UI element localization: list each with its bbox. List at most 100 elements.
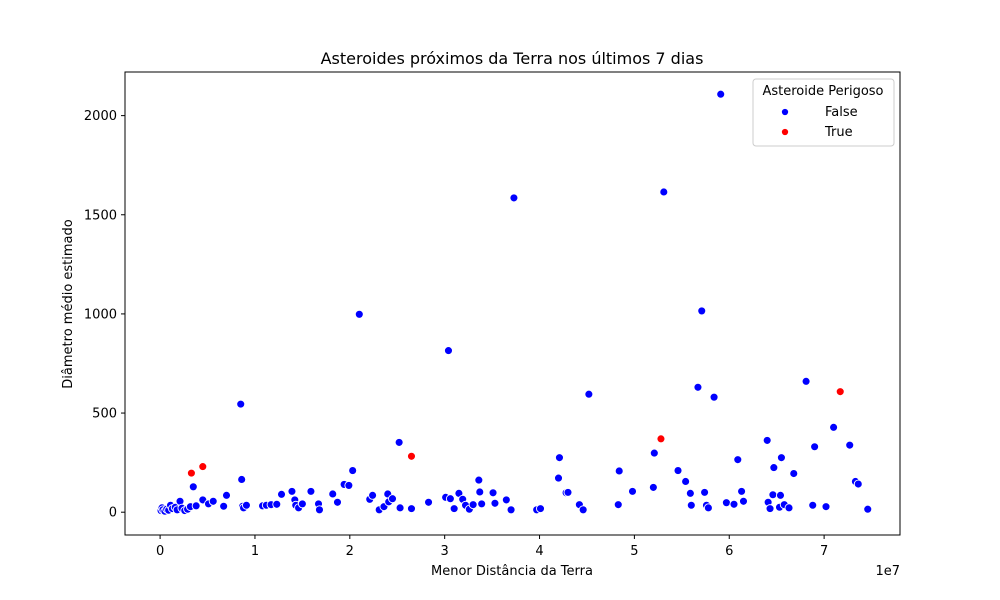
data-point-false <box>810 442 820 452</box>
data-point-false <box>789 469 799 478</box>
data-point-false <box>407 504 416 514</box>
y-tick-label: 1500 <box>84 208 117 223</box>
data-point-false <box>555 453 564 463</box>
data-point-false <box>488 488 498 498</box>
data-point-false <box>808 500 818 510</box>
data-point-false <box>395 503 405 513</box>
x-tick-label: 5 <box>630 544 638 559</box>
data-point-false <box>737 486 747 496</box>
data-point-false <box>700 487 710 497</box>
chart-title: Asteroides próximos da Terra nos últimos… <box>321 49 704 68</box>
data-point-false <box>277 489 286 499</box>
data-point-false <box>563 487 573 497</box>
data-point-false <box>829 422 839 432</box>
data-point-false <box>449 504 459 514</box>
data-point-false <box>328 489 338 499</box>
data-point-false <box>219 501 229 511</box>
data-point-false <box>721 498 731 508</box>
data-point-false <box>853 479 863 489</box>
data-point-false <box>584 389 594 399</box>
legend: Asteroide Perigoso False True <box>752 78 895 147</box>
data-point-false <box>501 495 511 505</box>
data-point-false <box>445 494 455 504</box>
data-point-false <box>709 392 719 402</box>
x-tick-label: 4 <box>535 544 543 559</box>
data-point-false <box>697 306 707 316</box>
data-point-false <box>685 488 695 498</box>
data-point-true <box>656 434 666 444</box>
y-tick-label: 500 <box>92 407 117 422</box>
x-offset-label: 1e7 <box>875 564 900 579</box>
data-point-false <box>354 309 364 319</box>
y-tick-label: 2000 <box>84 109 117 124</box>
data-point-false <box>388 494 397 504</box>
legend-marker-true <box>780 127 790 137</box>
data-point-false <box>222 490 231 500</box>
data-point-false <box>490 498 500 508</box>
data-point-false <box>344 480 354 490</box>
data-point-false <box>468 500 478 510</box>
data-point-false <box>394 437 404 447</box>
plot-area <box>125 72 900 535</box>
data-point-false <box>673 466 683 476</box>
data-point-false <box>768 490 778 500</box>
data-point-true <box>407 451 416 461</box>
data-point-false <box>769 463 779 473</box>
data-point-false <box>475 487 485 497</box>
data-point-false <box>424 497 433 507</box>
data-point-false <box>188 482 198 492</box>
data-point-false <box>762 435 772 445</box>
data-point-false <box>474 475 484 485</box>
y-axis-ticks: 0 500 1000 1500 2000 <box>84 109 125 521</box>
legend-label-false: False <box>825 105 858 120</box>
x-tick-label: 6 <box>725 544 733 559</box>
data-point-false <box>287 486 297 496</box>
data-point-false <box>614 466 624 476</box>
data-point-true <box>835 387 845 397</box>
legend-label-true: True <box>824 125 853 140</box>
data-point-false <box>739 496 748 506</box>
data-point-false <box>681 477 691 486</box>
legend-marker-false <box>780 107 790 117</box>
data-point-false <box>237 475 247 484</box>
data-point-false <box>628 486 637 496</box>
data-points <box>156 89 873 516</box>
data-point-false <box>297 499 307 509</box>
x-tick-label: 1 <box>251 544 259 559</box>
data-point-false <box>716 89 726 99</box>
data-point-true <box>186 468 196 478</box>
x-tick-label: 7 <box>820 544 828 559</box>
data-point-false <box>306 486 316 496</box>
data-point-false <box>477 499 487 509</box>
data-point-false <box>368 490 378 500</box>
data-point-false <box>765 504 775 514</box>
legend-box <box>752 78 895 147</box>
data-point-false <box>693 382 703 392</box>
data-point-false <box>659 187 669 197</box>
data-point-false <box>241 500 251 510</box>
y-axis-label: Diâmetro médio estimado <box>61 219 76 388</box>
data-point-false <box>506 505 516 515</box>
data-point-false <box>272 499 282 509</box>
data-point-false <box>333 497 342 507</box>
data-point-false <box>554 473 563 483</box>
data-point-false <box>784 503 794 513</box>
data-point-false <box>348 466 358 476</box>
data-point-false <box>509 193 519 203</box>
data-point-false <box>863 504 873 514</box>
data-point-false <box>733 455 743 465</box>
data-point-false <box>236 399 246 409</box>
x-tick-label: 2 <box>346 544 354 559</box>
data-point-false <box>729 499 739 509</box>
data-point-false <box>703 503 713 513</box>
data-point-false <box>776 490 785 500</box>
x-axis-label: Menor Distância da Terra <box>431 564 593 579</box>
data-point-false <box>578 505 588 515</box>
plot-frame <box>124 71 901 536</box>
data-point-false <box>648 482 658 492</box>
data-point-false <box>686 500 696 510</box>
x-axis-ticks: 0 1 2 3 4 5 6 7 <box>156 535 828 559</box>
data-point-false <box>801 376 811 386</box>
